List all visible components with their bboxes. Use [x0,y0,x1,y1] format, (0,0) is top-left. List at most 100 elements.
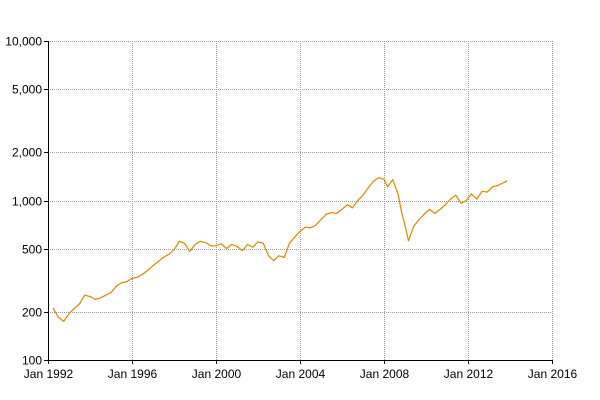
data-point [413,225,415,227]
data-point [497,185,499,187]
data-point [194,243,196,246]
data-point [267,255,270,257]
data-point [204,241,207,244]
data-point [157,260,159,263]
data-point [136,276,138,278]
data-point [502,182,504,184]
data-point [449,198,452,200]
data-point [470,193,473,195]
x-tick-label: Jan 2000 [192,367,242,381]
data-point [225,247,228,250]
data-point [397,193,399,195]
y-tick-label: 5,000 [12,83,42,97]
data-point [52,308,54,310]
data-point [105,294,107,296]
data-point [183,242,186,244]
data-point [325,213,327,215]
data-point [257,241,259,243]
data-point [491,186,494,188]
data-point [428,208,431,210]
x-tick-label: Jan 2008 [360,367,410,381]
data-point [486,191,488,193]
data-point [68,313,70,315]
data-point [378,177,380,179]
data-point [346,204,348,206]
data-point [309,227,312,229]
x-tick-label: Jan 2004 [276,367,326,381]
data-point [283,256,285,258]
data-point [336,212,338,215]
data-point [465,199,467,202]
data-point [89,295,91,298]
x-tick-label: Jan 2016 [528,367,578,381]
data-point [481,190,483,193]
data-point [372,180,375,182]
data-point [439,208,441,210]
x-tick-label: Jan 1992 [24,367,74,381]
y-tick-label: 1,000 [12,195,42,209]
data-point [434,212,436,215]
x-tick-label: Jan 1996 [108,367,158,381]
data-point [460,202,462,204]
data-point [423,213,425,215]
data-point [236,245,238,248]
data-point [84,294,86,296]
data-point [110,291,112,294]
y-tick-label: 100 [22,354,42,368]
data-point [330,211,333,214]
data-point [120,282,123,284]
data-point [444,204,446,206]
data-point [162,256,165,258]
data-point [78,303,81,305]
data-point [99,297,102,299]
data-point [220,243,222,245]
data-point [505,180,508,182]
data-point [476,198,478,200]
y-tick-label: 200 [22,306,42,320]
data-point [288,242,291,244]
y-tick-label: 2,000 [12,146,42,160]
series-layer [52,177,508,322]
data-point [294,236,296,238]
data-point [315,224,317,226]
data-point [189,250,191,252]
data-point [341,208,343,210]
data-point [407,240,410,242]
data-point [231,243,233,246]
data-point [252,246,254,248]
data-point [152,265,154,267]
data-point [141,273,144,275]
data-point [386,186,389,188]
y-tick-label: 500 [22,243,42,257]
data-point [246,243,249,246]
tick-labels: 100 200 500 1,000 2,000 5,000 10,000 Jan 1992 Ja… [5,35,577,382]
data-point [367,187,369,189]
data-point [63,320,65,322]
data-point [115,285,117,287]
data-point [278,255,280,257]
axes [44,41,553,364]
data-point [400,211,403,213]
data-point [131,277,133,279]
data-point [57,316,60,318]
data-point [273,259,275,262]
data-point [320,218,322,221]
series-points-0 [52,177,508,322]
data-point [215,245,217,247]
data-point [168,253,170,255]
data-point [241,250,243,252]
data-point [199,240,201,242]
data-point [404,224,406,226]
data-point [299,230,301,233]
data-point [173,249,175,251]
data-point [351,207,354,209]
data-point [304,226,306,228]
data-point [455,194,457,196]
data-point [210,245,212,247]
data-point [73,308,75,310]
y-tick-label: 10,000 [5,35,42,49]
data-point [126,281,128,283]
data-point [178,240,180,242]
data-point [383,178,385,180]
